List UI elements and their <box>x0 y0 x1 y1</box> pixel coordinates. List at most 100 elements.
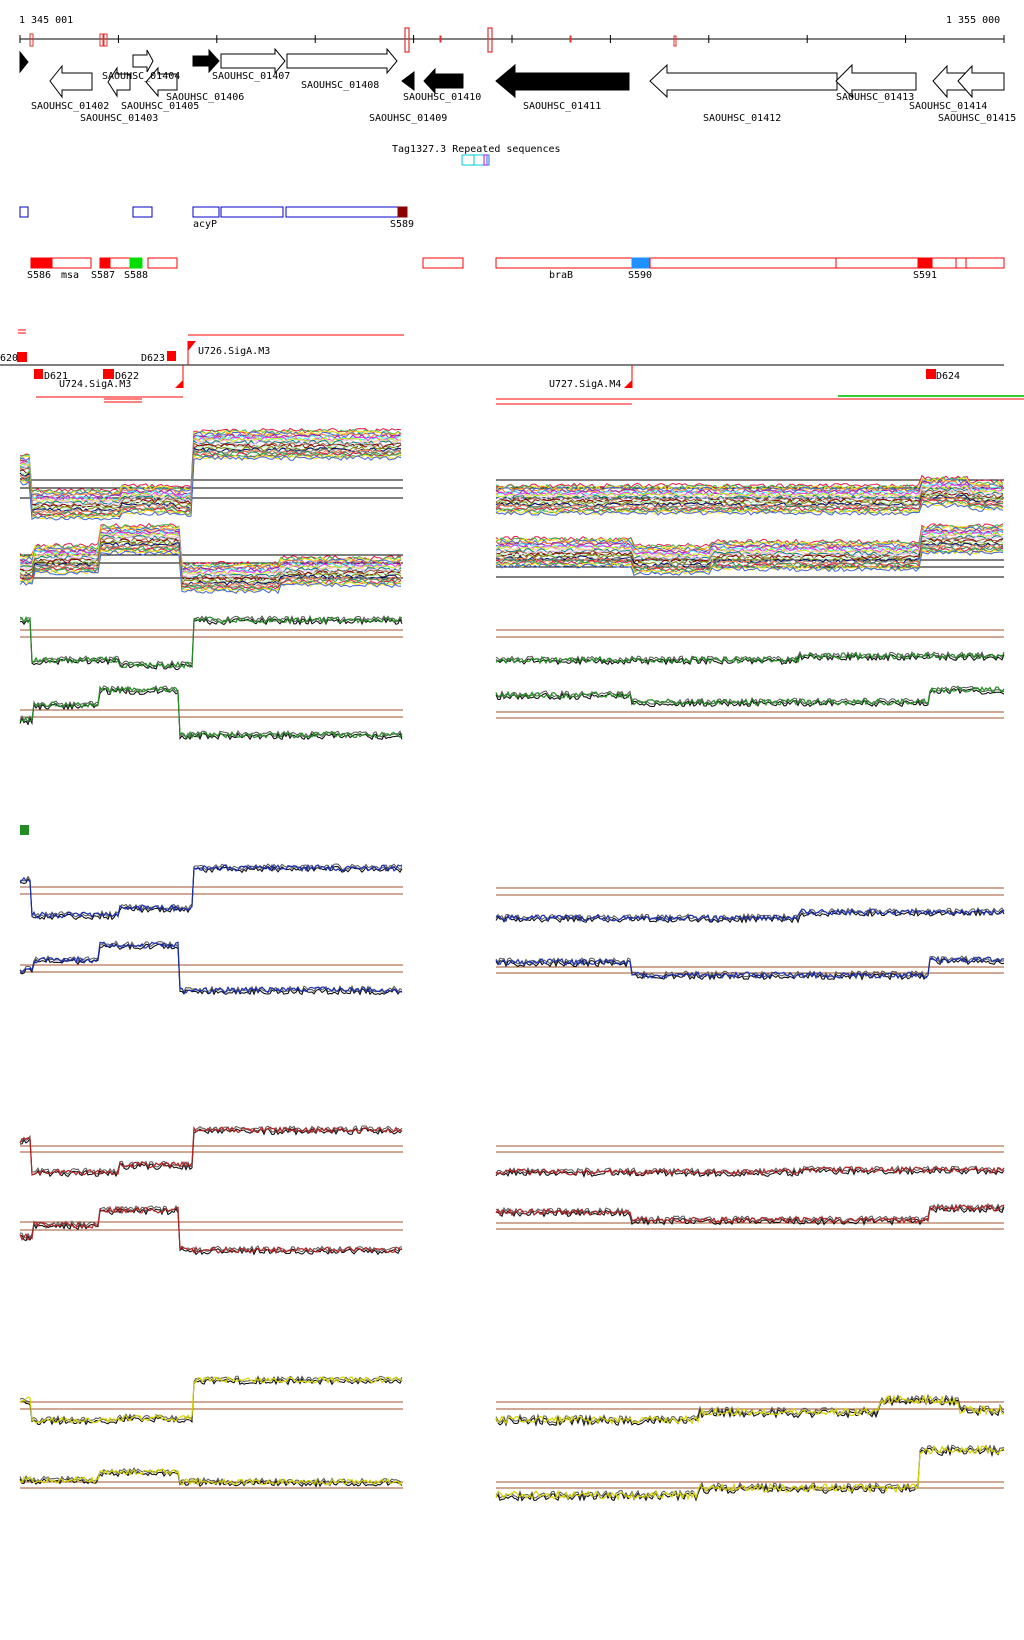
gene-label: SAOUHSC_01413 <box>836 92 914 103</box>
gene-arrow[interactable] <box>192 48 220 74</box>
gene-label: SAOUHSC_01411 <box>523 101 601 112</box>
gene-label: SAOUHSC_01407 <box>212 71 290 82</box>
segment-label: D622 <box>115 371 139 382</box>
legend-swatch <box>20 825 29 835</box>
expression-series <box>19 549 402 593</box>
expression-series <box>19 534 402 579</box>
expression-series <box>495 475 1004 490</box>
expression-series <box>495 526 1004 552</box>
expression-series <box>495 544 1004 570</box>
expression-series <box>495 651 1005 665</box>
expression-series <box>495 502 1004 516</box>
expression-series <box>19 439 402 506</box>
region-box[interactable] <box>132 206 153 218</box>
expression-series <box>19 685 403 739</box>
expression-series <box>19 687 403 741</box>
region-box[interactable] <box>19 206 29 218</box>
gene-arrow[interactable] <box>495 63 630 99</box>
expression-series <box>19 1207 403 1256</box>
region-label: S587 <box>91 270 115 281</box>
expression-series <box>495 1203 1005 1224</box>
expression-series <box>495 535 1004 561</box>
gene-arrow[interactable] <box>649 63 838 99</box>
expression-line-tracks <box>19 614 1005 1502</box>
expression-series <box>495 1394 1005 1426</box>
region-label: braB <box>549 270 573 281</box>
segment-label: U724.SigA.M3 <box>59 379 131 390</box>
region-box[interactable] <box>220 206 284 218</box>
axis-markers <box>29 27 677 53</box>
gene-arrow[interactable] <box>401 71 415 91</box>
region-box[interactable] <box>397 206 408 218</box>
expression-series <box>19 455 402 521</box>
expression-series <box>19 453 402 519</box>
region-box[interactable] <box>192 206 220 218</box>
repeat-track: Tag1327.3 Repeated sequences <box>392 144 561 166</box>
expression-series <box>495 1205 1005 1226</box>
gene-label: SAOUHSC_01410 <box>403 92 481 103</box>
gene-arrow[interactable] <box>220 47 286 75</box>
segment-label: D624 <box>936 371 960 382</box>
expression-series <box>19 545 402 589</box>
expression-series <box>19 863 403 918</box>
gene-arrow[interactable] <box>835 63 917 99</box>
expression-series <box>495 498 1004 512</box>
expression-series <box>19 522 402 567</box>
expression-series <box>495 1446 1005 1502</box>
expression-series <box>19 1205 403 1255</box>
expression-series <box>19 865 403 921</box>
gene-label: SAOUHSC_01406 <box>166 92 244 103</box>
expression-series <box>19 1125 403 1176</box>
expression-series <box>19 942 403 996</box>
expression-series <box>19 940 403 994</box>
gene-arrow[interactable] <box>132 49 154 73</box>
expression-series <box>495 907 1005 923</box>
gene-label: SAOUHSC_01415 <box>938 113 1016 124</box>
expression-series <box>495 483 1004 497</box>
expression-series <box>19 524 402 568</box>
gene-label: SAOUHSC_01402 <box>31 101 109 112</box>
expression-series <box>19 431 402 497</box>
gene-label: SAOUHSC_01409 <box>369 113 447 124</box>
gene-arrow[interactable] <box>286 47 398 75</box>
expression-series <box>495 478 1004 492</box>
expression-series <box>19 1125 403 1175</box>
expression-series <box>19 532 402 576</box>
gene-label: SAOUHSC_01414 <box>909 101 987 112</box>
expression-series <box>495 500 1004 515</box>
expression-series <box>495 480 1004 495</box>
region-label: S589 <box>390 219 414 230</box>
expression-series <box>19 1375 403 1423</box>
gene-label: SAOUHSC_01412 <box>703 113 781 124</box>
axis-end-label: 1 355 000 <box>946 15 1000 26</box>
expression-series <box>495 955 1005 979</box>
expression-series <box>19 550 402 595</box>
expression-series <box>495 1165 1005 1177</box>
segment-label: 620 <box>0 353 18 364</box>
regulatory-track: S586 msa S587 S588 braB S590 S591 <box>27 257 1005 281</box>
region-label: msa <box>61 270 79 281</box>
expression-series <box>19 427 402 494</box>
region-label: S591 <box>913 270 937 281</box>
gene-arrow[interactable] <box>107 66 131 98</box>
gene-arrow[interactable] <box>957 64 1005 99</box>
region-box[interactable] <box>285 206 399 218</box>
expression-series <box>495 686 1005 707</box>
gene-arrow[interactable] <box>19 50 29 74</box>
coordinate-axis: 1 345 001 1 355 000 <box>19 15 1005 53</box>
region-label: S586 <box>27 270 51 281</box>
gene-arrow[interactable] <box>145 66 178 98</box>
segment-label: U727.SigA.M4 <box>549 379 621 390</box>
region-label: S590 <box>628 270 652 281</box>
expression-series <box>19 1376 403 1424</box>
gene-arrow[interactable] <box>49 64 93 99</box>
expression-series <box>495 1444 1005 1501</box>
axis-start-label: 1 345 001 <box>19 15 73 26</box>
expression-series <box>19 614 403 668</box>
expression-series <box>495 523 1004 549</box>
expression-series <box>495 538 1004 564</box>
gene-label: SAOUHSC_01403 <box>80 113 158 124</box>
gene-arrow[interactable] <box>423 67 464 95</box>
expression-series <box>495 532 1004 558</box>
